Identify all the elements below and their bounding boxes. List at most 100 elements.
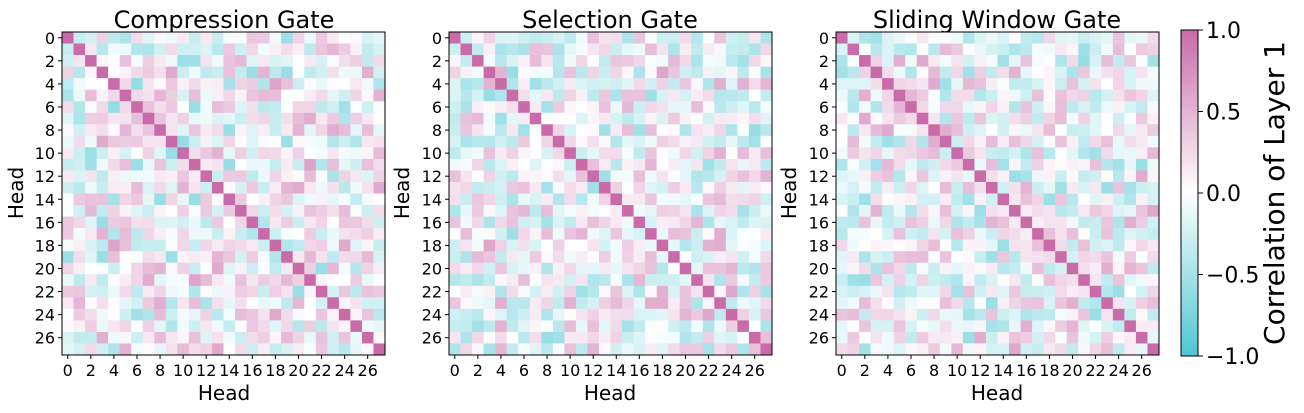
heatmap-cell (361, 181, 374, 194)
heatmap-cell (460, 320, 473, 333)
heatmap-cell (1066, 78, 1079, 90)
heatmap-cell (893, 297, 906, 310)
heatmap-cell (246, 239, 259, 252)
heatmap-cell (541, 251, 554, 264)
heatmap-cell (460, 55, 473, 67)
heatmap-cell (714, 262, 727, 275)
heatmap-cell (361, 331, 374, 344)
heatmap-cell (350, 181, 363, 194)
heatmap-cell (882, 89, 894, 102)
heatmap-cell (338, 43, 351, 56)
heatmap-cell (928, 89, 941, 102)
heatmap-cell (529, 89, 542, 102)
heatmap-cell (350, 66, 363, 79)
heatmap-cell (859, 331, 871, 344)
heatmap-cell (714, 55, 727, 67)
heatmap-cell (373, 228, 386, 240)
heatmap-cell (281, 78, 294, 90)
heatmap-cell (1043, 320, 1056, 333)
heatmap-cell (188, 251, 201, 264)
heatmap-cell (506, 78, 519, 90)
heatmap-cell (85, 228, 97, 240)
heatmap-cell (656, 147, 669, 160)
heatmap-cell (292, 297, 305, 310)
heatmap-cell (373, 112, 386, 125)
heatmap-cell (119, 251, 132, 264)
heatmap-cell (610, 343, 623, 356)
heatmap-cell (725, 112, 738, 125)
x-tick-label: 8 (542, 361, 552, 380)
heatmap-cell (760, 170, 773, 183)
heatmap-cell (165, 55, 178, 67)
heatmap-cell (760, 274, 773, 287)
heatmap-cell (529, 55, 542, 67)
heatmap-cell (338, 181, 351, 194)
heatmap-cell (223, 193, 236, 206)
heatmap-cell (1009, 32, 1021, 44)
heatmap-cell (304, 193, 317, 206)
heatmap-cell (916, 205, 929, 217)
heatmap-cell (223, 124, 236, 137)
heatmap-cell (108, 285, 120, 298)
heatmap-cell (702, 78, 715, 90)
heatmap-cell (281, 297, 294, 310)
heatmap-cell (847, 320, 860, 333)
heatmap-cell (951, 89, 964, 102)
heatmap-cell (258, 101, 270, 114)
plot-frame (835, 31, 1160, 356)
heatmap-cell (529, 297, 542, 310)
heatmap-cell (200, 285, 213, 298)
heatmap-cell (1055, 147, 1068, 160)
heatmap-cell (131, 78, 144, 90)
heatmap-cell (211, 228, 224, 240)
heatmap-cell (292, 343, 305, 356)
heatmap-cell (483, 251, 496, 264)
heatmap-cell (460, 216, 473, 229)
heatmap-cell (177, 308, 190, 321)
heatmap-cell (760, 216, 773, 229)
heatmap-cell (905, 251, 918, 264)
heatmap-cell (472, 239, 484, 252)
heatmap-cell (506, 308, 519, 321)
heatmap-cell (142, 193, 155, 206)
heatmap-cell (587, 205, 600, 217)
heatmap-cell (177, 124, 190, 137)
heatmap-cell (997, 181, 1010, 194)
heatmap-cell (737, 262, 750, 275)
heatmap-cell (974, 228, 987, 240)
heatmap-cell (985, 170, 998, 183)
heatmap-cell (916, 170, 929, 183)
colorbar-tick-label: −0.5 (1206, 264, 1259, 289)
heatmap-cell (870, 170, 883, 183)
heatmap-cell (725, 101, 738, 114)
heatmap-cell (518, 101, 531, 114)
heatmap-cell (656, 158, 669, 171)
heatmap-cell (737, 274, 750, 287)
heatmap-cell (1147, 112, 1160, 125)
heatmap-cell (108, 239, 120, 252)
heatmap-cell (460, 181, 473, 194)
heatmap-cell (1032, 101, 1044, 114)
heatmap-cell (847, 55, 860, 67)
heatmap-cell (916, 55, 929, 67)
heatmap-cell (939, 239, 952, 252)
heatmap-cell (859, 181, 871, 194)
heatmap-cell (495, 216, 507, 229)
heatmap-cell (702, 101, 715, 114)
heatmap-cell (269, 308, 282, 321)
heatmap-cell (1020, 43, 1033, 56)
heatmap-cell (315, 228, 328, 240)
heatmap-cell (541, 170, 554, 183)
heatmap-cell (315, 239, 328, 252)
heatmap-cell (1089, 89, 1102, 102)
heatmap-cell (223, 239, 236, 252)
heatmap-cell (119, 343, 132, 356)
heatmap-cell (974, 78, 987, 90)
heatmap-cell (73, 112, 86, 125)
heatmap-cell (119, 297, 132, 310)
heatmap-cell (188, 112, 201, 125)
heatmap-cell (870, 158, 883, 171)
heatmap-cell (587, 112, 600, 125)
heatmap-cell (928, 124, 941, 137)
heatmap-cell (304, 205, 317, 217)
